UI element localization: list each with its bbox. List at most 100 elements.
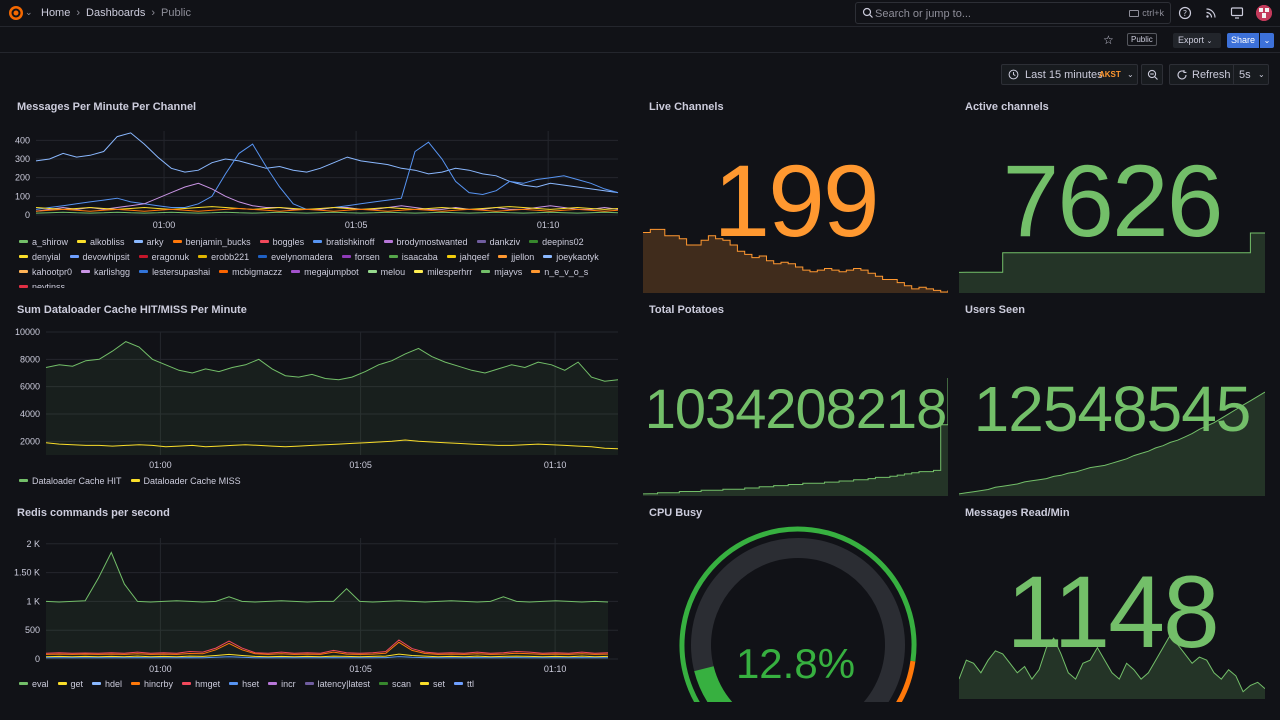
share-dropdown-icon[interactable]: ⌄	[1260, 33, 1274, 48]
legend-item[interactable]: evelynomadera	[258, 251, 333, 262]
legend-item[interactable]: joeykaotyk	[543, 251, 599, 262]
panel-title-messages-read[interactable]: Messages Read/Min	[965, 507, 1070, 519]
time-range-picker[interactable]: Last 15 minutes AKST ⌄	[1001, 64, 1138, 85]
panel-title-total-potatoes[interactable]: Total Potatoes	[649, 304, 724, 316]
total-potatoes-value: 1034208218	[644, 377, 947, 440]
messages-chart[interactable]: 0 100 200 300 400 01:00 01:05 01:10	[10, 125, 630, 233]
breadcrumb-dashboards[interactable]: Dashboards	[86, 7, 146, 19]
legend-label: incr	[281, 678, 296, 689]
grafana-logo-icon[interactable]	[8, 5, 24, 21]
cpu-gauge	[679, 526, 917, 702]
legend-item[interactable]: get	[57, 678, 83, 689]
series-line[interactable]	[45, 656, 609, 659]
legend-label: alkobliss	[90, 236, 125, 247]
refresh-interval[interactable]: 5s	[1239, 69, 1251, 81]
help-icon[interactable]: ?	[1177, 5, 1193, 21]
y-tick-label: 100	[15, 191, 30, 201]
legend-item[interactable]: hset	[229, 678, 259, 689]
refresh-button[interactable]: Refresh 5s ⌄	[1169, 64, 1269, 85]
legend-item[interactable]: deepins02	[529, 236, 584, 247]
avatar[interactable]	[1256, 5, 1272, 21]
legend-item[interactable]: erobb221	[198, 251, 249, 262]
search-shortcut: ctrl+k	[1129, 8, 1164, 18]
legend-item[interactable]: eragonuk	[138, 251, 189, 262]
legend-item[interactable]: lestersupashai	[139, 266, 210, 277]
series-line[interactable]	[35, 211, 619, 214]
legend-item[interactable]: isaacaba	[388, 251, 438, 262]
legend-item[interactable]: n_e_v_o_s	[531, 266, 588, 277]
panel-title-users-seen[interactable]: Users Seen	[965, 304, 1025, 316]
star-icon[interactable]: ☆	[1103, 33, 1114, 47]
legend-item[interactable]: brodymostwanted	[383, 236, 468, 247]
legend-item[interactable]: incr	[268, 678, 296, 689]
dataloader-chart[interactable]: 2000 4000 6000 8000 10000 01:00 01:05 01:10	[10, 326, 630, 471]
panel-title-active-channels[interactable]: Active channels	[965, 101, 1049, 113]
legend-item[interactable]: Dataloader Cache MISS	[130, 475, 241, 486]
panel-title-live-channels[interactable]: Live Channels	[649, 101, 724, 113]
series-line[interactable]	[45, 439, 619, 450]
legend-item[interactable]: milesperhrr	[414, 266, 472, 277]
legend-item[interactable]: boggles	[259, 236, 304, 247]
export-button[interactable]: Export ⌄	[1173, 33, 1221, 48]
legend-item[interactable]: eval	[19, 678, 49, 689]
panel-title-messages[interactable]: Messages Per Minute Per Channel	[17, 101, 197, 113]
legend-item[interactable]: jjellon	[498, 251, 534, 262]
legend-item[interactable]: Dataloader Cache HIT	[19, 475, 122, 486]
redis-chart[interactable]: 0 500 1 K 1.50 K 2 K 01:00 01:05 01:10	[10, 530, 630, 675]
series-line[interactable]	[35, 141, 619, 210]
series-line[interactable]	[45, 653, 609, 658]
x-tick-label: 01:10	[544, 460, 567, 470]
legend-item[interactable]: set	[420, 678, 445, 689]
legend-item[interactable]: hdel	[92, 678, 122, 689]
monitor-icon[interactable]	[1229, 5, 1245, 21]
legend-label: evelynomadera	[271, 251, 333, 262]
legend-item[interactable]: devowhipsit	[69, 251, 130, 262]
active-channels-sparkline	[959, 232, 1265, 293]
chevron-down-icon: ⌄	[1206, 38, 1213, 45]
breadcrumb-home[interactable]: Home	[41, 7, 71, 19]
legend-item[interactable]: latency|latest	[304, 678, 370, 689]
legend-item[interactable]: mcbigmaczz	[219, 266, 282, 277]
legend-item[interactable]: a_shirow	[19, 236, 68, 247]
series-line[interactable]	[45, 639, 609, 654]
series-line[interactable]	[35, 132, 619, 194]
legend-item[interactable]: melou	[367, 266, 405, 277]
legend-item[interactable]: ttl	[454, 678, 474, 689]
legend-item[interactable]: neytinss	[19, 281, 65, 288]
legend-item[interactable]: mjayvs	[481, 266, 522, 277]
legend-item[interactable]: bratishkinoff	[313, 236, 375, 247]
legend-item[interactable]: megajumpbot	[291, 266, 359, 277]
legend-item[interactable]: karlishgg	[81, 266, 130, 277]
search-input[interactable]: Search or jump to... ctrl+k	[855, 2, 1171, 24]
y-tick-label: 2000	[20, 436, 40, 446]
series-line[interactable]	[35, 206, 619, 210]
legend-item[interactable]: denyial	[19, 251, 61, 262]
legend-item[interactable]: arky	[133, 236, 164, 247]
series-line[interactable]	[45, 641, 609, 655]
legend-item[interactable]: scan	[378, 678, 411, 689]
chevron-down-icon[interactable]: ⌄	[25, 7, 33, 17]
legend-item[interactable]: kahootpr0	[19, 266, 72, 277]
rss-icon[interactable]	[1203, 5, 1219, 21]
legend-item[interactable]: hmget	[182, 678, 220, 689]
series-line[interactable]	[45, 341, 619, 382]
panel-title-dataloader[interactable]: Sum Dataloader Cache HIT/MISS Per Minute	[17, 304, 247, 316]
search-icon	[862, 7, 873, 18]
legend-item[interactable]: dankziv	[476, 236, 520, 247]
panel-title-redis[interactable]: Redis commands per second	[17, 507, 170, 519]
legend-item[interactable]: alkobliss	[77, 236, 125, 247]
legend-item[interactable]: hincrby	[131, 678, 173, 689]
dashboard-toolbar	[0, 27, 1280, 53]
redis-legend: eval get hdel hincrby hmget hset incr latency|l…	[19, 678, 629, 692]
legend-label: hincrby	[144, 678, 174, 689]
share-button[interactable]: Share	[1227, 33, 1259, 48]
series-line[interactable]	[35, 207, 619, 212]
zoom-out-button[interactable]	[1141, 64, 1163, 85]
series-line[interactable]	[35, 182, 619, 212]
series-line[interactable]	[45, 551, 609, 603]
legend-swatch	[77, 240, 87, 243]
legend-item[interactable]: forsen	[341, 251, 380, 262]
panel-title-cpu-busy[interactable]: CPU Busy	[649, 507, 703, 519]
legend-item[interactable]: jahqeef	[446, 251, 489, 262]
legend-item[interactable]: benjamin_bucks	[172, 236, 251, 247]
